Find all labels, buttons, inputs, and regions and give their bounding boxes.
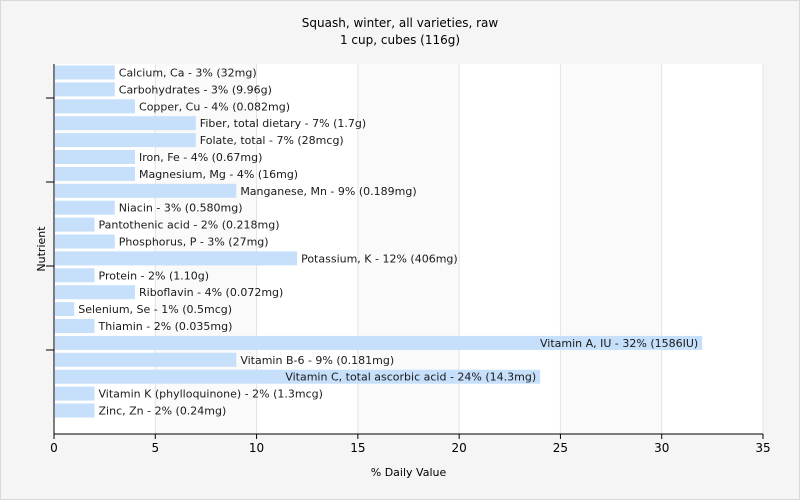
bar-label: Fiber, total dietary - 7% (1.7g) (200, 117, 366, 130)
x-tick-label: 25 (553, 441, 568, 455)
x-tick-label: 15 (350, 441, 365, 455)
bar-label: Riboflavin - 4% (0.072mg) (139, 286, 283, 299)
bar (55, 65, 115, 80)
bar (55, 234, 115, 249)
bar (55, 200, 115, 215)
bar-label: Potassium, K - 12% (406mg) (301, 252, 458, 265)
bar (55, 319, 95, 333)
bar (55, 183, 237, 198)
bar (55, 166, 136, 181)
x-tick-label: 30 (654, 441, 669, 455)
x-tick-label: 35 (755, 441, 770, 455)
x-tick-label: 5 (151, 441, 159, 455)
bar-label: Calcium, Ca - 3% (32mg) (119, 67, 257, 80)
x-tick-label: 0 (50, 441, 58, 455)
chart-subtitle: 1 cup, cubes (116g) (339, 33, 461, 47)
bar-label: Thiamin - 2% (0.035mg) (98, 320, 233, 333)
bar (55, 82, 115, 97)
bar-label: Vitamin A, IU - 32% (1586IU) (540, 337, 698, 350)
bar-label: Folate, total - 7% (28mcg) (200, 134, 344, 147)
bar-label: Carbohydrates - 3% (9.96g) (119, 83, 272, 96)
bar-label: Vitamin C, total ascorbic acid - 24% (14… (285, 371, 536, 384)
bar (55, 302, 75, 317)
bar (55, 217, 95, 232)
bar (55, 251, 298, 266)
bar-label: Magnesium, Mg - 4% (16mg) (139, 168, 298, 181)
bar (55, 268, 95, 283)
bar (55, 116, 196, 131)
bar-label: Iron, Fe - 4% (0.67mg) (139, 151, 262, 164)
y-axis-title: Nutrient (35, 226, 48, 272)
bar-label: Selenium, Se - 1% (0.5mcg) (78, 303, 232, 316)
x-tick-label: 20 (452, 441, 467, 455)
bar-label: Protein - 2% (1.10g) (99, 269, 210, 282)
bar (55, 99, 136, 114)
bar (55, 352, 237, 367)
bar (55, 150, 136, 164)
bar (55, 369, 541, 384)
bar (55, 133, 196, 148)
grid-band (560, 64, 662, 434)
bar-label: Manganese, Mn - 9% (0.189mg) (240, 185, 416, 198)
bar (55, 285, 136, 300)
bar-label: Phosphorus, P - 3% (27mg) (119, 236, 269, 249)
bar (55, 386, 95, 401)
bar (55, 335, 703, 350)
bar-label: Niacin - 3% (0.580mg) (119, 202, 243, 215)
x-axis-title: % Daily Value (371, 466, 447, 479)
bar-label: Zinc, Zn - 2% (0.24mg) (99, 405, 227, 418)
bar-label: Vitamin B-6 - 9% (0.181mg) (240, 354, 394, 367)
bar-label: Copper, Cu - 4% (0.082mg) (139, 100, 290, 113)
bar-label: Vitamin K (phylloquinone) - 2% (1.3mcg) (99, 388, 323, 401)
bar-label: Pantothenic acid - 2% (0.218mg) (99, 219, 280, 232)
chart-title: Squash, winter, all varieties, raw (301, 16, 499, 30)
x-tick-label: 10 (249, 441, 264, 455)
bar (55, 403, 95, 418)
